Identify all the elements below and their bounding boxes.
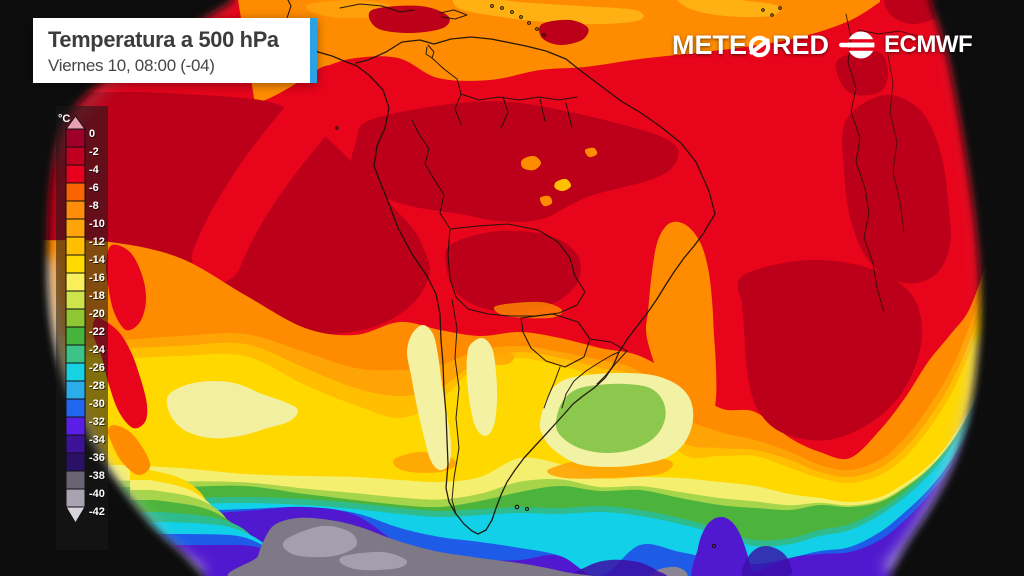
svg-text:-32: -32 bbox=[90, 417, 106, 429]
svg-text:-20: -20 bbox=[90, 309, 106, 321]
svg-text:-26: -26 bbox=[89, 362, 105, 374]
svg-text:-36: -36 bbox=[90, 453, 106, 465]
svg-text:-2: -2 bbox=[90, 147, 100, 159]
svg-text:-4: -4 bbox=[89, 164, 100, 176]
svg-text:-32: -32 bbox=[89, 416, 105, 428]
svg-text:-6: -6 bbox=[90, 183, 100, 195]
svg-text:-10: -10 bbox=[90, 219, 106, 231]
svg-text:-40: -40 bbox=[89, 488, 105, 500]
svg-text:°C: °C bbox=[58, 113, 70, 125]
svg-text:-16: -16 bbox=[89, 272, 105, 284]
svg-text:-4: -4 bbox=[90, 165, 101, 177]
svg-text:-24: -24 bbox=[89, 344, 106, 356]
svg-text:0: 0 bbox=[90, 129, 96, 141]
svg-text:-8: -8 bbox=[90, 201, 100, 213]
svg-text:-10: -10 bbox=[89, 218, 105, 230]
svg-text:-20: -20 bbox=[89, 308, 105, 320]
svg-text:-42: -42 bbox=[90, 507, 106, 519]
svg-text:-34: -34 bbox=[89, 434, 106, 446]
svg-text:-22: -22 bbox=[90, 327, 106, 339]
svg-text:-22: -22 bbox=[89, 326, 105, 338]
svg-text:-14: -14 bbox=[89, 254, 106, 266]
svg-text:-34: -34 bbox=[90, 435, 107, 447]
svg-text:-12: -12 bbox=[89, 236, 105, 248]
svg-text:-14: -14 bbox=[90, 255, 107, 267]
svg-text:-8: -8 bbox=[89, 200, 99, 212]
svg-text:-18: -18 bbox=[90, 291, 106, 303]
svg-text:-42: -42 bbox=[89, 506, 105, 518]
svg-text:-40: -40 bbox=[90, 489, 106, 501]
svg-text:-6: -6 bbox=[89, 182, 99, 194]
svg-text:-28: -28 bbox=[90, 381, 106, 393]
svg-text:-30: -30 bbox=[90, 399, 106, 411]
svg-text:0: 0 bbox=[89, 128, 95, 140]
svg-text:-24: -24 bbox=[90, 345, 107, 357]
svg-text:-18: -18 bbox=[89, 290, 105, 302]
svg-text:-12: -12 bbox=[90, 237, 106, 249]
svg-text:-30: -30 bbox=[89, 398, 105, 410]
svg-text:-2: -2 bbox=[89, 146, 99, 158]
svg-text:-36: -36 bbox=[89, 452, 105, 464]
svg-text:-38: -38 bbox=[89, 470, 105, 482]
svg-text:-26: -26 bbox=[90, 363, 106, 375]
svg-text:-16: -16 bbox=[90, 273, 106, 285]
svg-text:-38: -38 bbox=[90, 471, 106, 483]
svg-text:-28: -28 bbox=[89, 380, 105, 392]
